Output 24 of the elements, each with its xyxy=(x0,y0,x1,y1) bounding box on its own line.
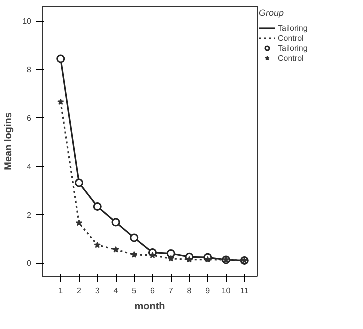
x-tick-label: 7 xyxy=(168,286,174,296)
x-tick-label: 6 xyxy=(150,286,156,296)
x-tick-label: 4 xyxy=(114,286,119,296)
legend-label: Control xyxy=(278,53,304,63)
y-tick-label: 2 xyxy=(27,210,32,220)
x-tick-label: 1 xyxy=(58,286,64,296)
y-tick-label: 4 xyxy=(27,162,32,172)
x-tick-label: 3 xyxy=(95,286,100,296)
x-axis-title: month xyxy=(134,302,166,312)
x-tick-label: 11 xyxy=(240,286,250,296)
legend-label: Tailoring xyxy=(278,43,308,53)
legend-title: Group xyxy=(259,8,286,18)
x-tick-label: 9 xyxy=(206,286,211,296)
x-tick-label: 2 xyxy=(77,286,82,296)
y-tick-label: 8 xyxy=(27,65,32,74)
y-tick-label: 0 xyxy=(27,259,32,268)
x-tick-label: 5 xyxy=(132,286,138,296)
text: Control xyxy=(278,34,304,42)
y-axis-title: Mean logins xyxy=(4,112,15,170)
y-tick-label: 10 xyxy=(22,17,32,26)
text: Tailoring xyxy=(278,24,308,32)
y-tick-label: 6 xyxy=(27,114,32,123)
x-tick-label: 10 xyxy=(222,286,232,296)
x-tick-label: 8 xyxy=(187,286,192,296)
